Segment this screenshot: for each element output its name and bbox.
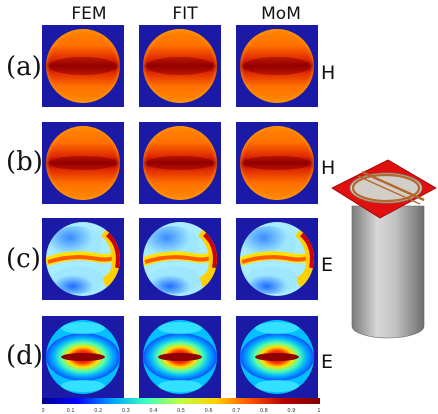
colorbar-ticks: 0 0.1 0.2 0.3 0.4 0.5 0.6 0.7 0.8 0.9 1	[42, 408, 320, 414]
field-panel-d-fit	[139, 316, 221, 398]
field-panel-c-fem	[42, 218, 124, 300]
colorbar-tick-label: 0.2	[94, 408, 102, 414]
cylinder-body	[351, 205, 425, 339]
field-panel-c-mom	[236, 218, 318, 300]
field-panel-b-fem	[42, 122, 124, 204]
colorbar-tick-label: 1	[317, 408, 320, 414]
row-label-b: (b)	[6, 147, 43, 177]
copper-ring	[351, 173, 421, 203]
field-panel-d-mom	[236, 316, 318, 398]
colorbar-tick-label: 0.4	[149, 408, 157, 414]
colorbar: 0 0.1 0.2 0.3 0.4 0.5 0.6 0.7 0.8 0.9 1	[42, 398, 320, 414]
field-panel-d-fem	[42, 316, 124, 398]
field-panel-a-fem	[42, 25, 124, 107]
column-header-fit: FIT	[172, 4, 198, 24]
row-label-a: (a)	[6, 52, 42, 82]
field-panel-c-fit	[139, 218, 221, 300]
field-panel-a-fit	[139, 25, 221, 107]
colorbar-tick-label: 0	[42, 408, 45, 414]
field-label-b: H	[321, 157, 336, 179]
cylinder-illustration	[331, 159, 437, 339]
colorbar-tick-label: 0.7	[232, 408, 240, 414]
colorbar-tick-label: 0.9	[287, 408, 295, 414]
colorbar-tick-label: 0.3	[122, 408, 130, 414]
feed-line-2	[357, 175, 421, 205]
column-header-fem: FEM	[71, 4, 107, 24]
colorbar-tick-label: 0.1	[67, 408, 75, 414]
field-label-d: E	[321, 351, 334, 373]
field-label-c: E	[321, 254, 334, 276]
row-label-c: (c)	[6, 244, 41, 274]
column-header-mom: MoM	[261, 4, 301, 24]
colorbar-tick-label: 0.5	[177, 408, 185, 414]
row-label-d: (d)	[6, 341, 43, 371]
colorbar-tick-label: 0.8	[260, 408, 268, 414]
feed-line	[361, 170, 425, 202]
field-panel-a-mom	[236, 25, 318, 107]
field-panel-b-mom	[236, 122, 318, 204]
colorbar-tick-label: 0.6	[205, 408, 213, 414]
field-label-a: H	[321, 62, 336, 84]
colorbar-gradient	[42, 398, 320, 404]
field-panel-b-fit	[139, 122, 221, 204]
